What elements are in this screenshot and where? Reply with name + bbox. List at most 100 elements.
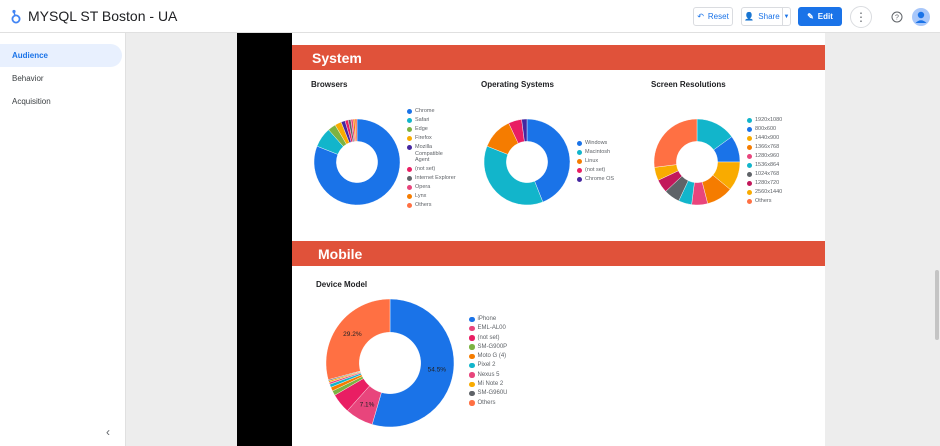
section-header-mobile: Mobile <box>292 241 825 266</box>
collapse-sidebar-chevron-icon[interactable]: ‹ <box>106 425 110 439</box>
operating-systems-legend: Windows Macintosh Linux (not set) Chrome OS <box>577 140 627 185</box>
chart-title: Screen Resolutions <box>651 80 726 89</box>
legend-item[interactable]: Internet Explorer <box>407 175 457 182</box>
legend-item[interactable]: Windows <box>577 140 627 147</box>
legend-item[interactable]: Safari <box>407 117 457 124</box>
legend-item[interactable]: 2560x1440 <box>747 189 797 196</box>
legend-label: 800x600 <box>755 126 777 132</box>
legend-swatch <box>747 117 752 123</box>
legend-swatch <box>747 153 752 159</box>
legend-label: Others <box>755 198 772 204</box>
undo-icon: ↶ <box>697 12 704 21</box>
donut-slice-macintosh[interactable] <box>484 145 544 205</box>
legend-item[interactable]: Chrome OS <box>577 176 627 183</box>
legend-label: (not set) <box>415 166 436 172</box>
legend-label: Macintosh <box>585 149 611 155</box>
screen-resolutions-donut-chart[interactable] <box>654 119 740 205</box>
legend-swatch <box>747 198 752 204</box>
legend-item[interactable]: SM-G900P <box>469 344 539 351</box>
report-page: System Browsers Chrome Safari Edge Firefox M… <box>292 33 825 446</box>
legend-label: 1280x960 <box>755 153 780 159</box>
legend-item[interactable]: iPhone <box>469 316 539 323</box>
legend-swatch <box>407 144 412 150</box>
legend-item[interactable]: 1920x1080 <box>747 117 797 124</box>
data-label: 7.1% <box>360 401 375 408</box>
legend-item[interactable]: Macintosh <box>577 149 627 156</box>
browsers-donut-chart[interactable] <box>314 119 400 205</box>
legend-item[interactable]: 1280x960 <box>747 153 797 160</box>
legend-item[interactable]: Moto G (4) <box>469 353 539 360</box>
legend-label: 1280x720 <box>755 180 780 186</box>
legend-item[interactable]: 1536x864 <box>747 162 797 169</box>
legend-swatch <box>407 202 412 208</box>
legend-item[interactable]: Lynx <box>407 193 457 200</box>
pencil-icon: ✎ <box>807 12 814 21</box>
legend-item[interactable]: (not set) <box>469 335 539 342</box>
legend-swatch <box>469 325 475 332</box>
account-avatar[interactable] <box>910 6 932 28</box>
share-label: Share <box>758 12 780 21</box>
legend-item[interactable]: Mozilla Compatible Agent <box>407 144 457 164</box>
legend-item[interactable]: Others <box>407 202 457 209</box>
legend-item[interactable]: Others <box>747 198 797 205</box>
sidebar-item-label: Behavior <box>12 74 44 83</box>
help-button[interactable]: ? <box>886 6 908 28</box>
legend-item[interactable]: Pixel 2 <box>469 362 539 369</box>
browsers-legend: Chrome Safari Edge Firefox Mozilla Compatibl… <box>407 108 457 211</box>
legend-label: (not set) <box>585 167 606 173</box>
sidebar-item-behavior[interactable]: Behavior <box>0 67 122 90</box>
donut-slice-chrome[interactable] <box>314 119 400 205</box>
legend-item[interactable]: SM-G960U <box>469 390 539 397</box>
legend-label: EML-AL00 <box>477 325 506 332</box>
legend-item[interactable]: Firefox <box>407 135 457 142</box>
reset-button[interactable]: ↶ Reset <box>693 7 733 26</box>
legend-item[interactable]: Mi Note 2 <box>469 381 539 388</box>
legend-item[interactable]: 1440x900 <box>747 135 797 142</box>
sidebar-item-audience[interactable]: Audience <box>0 44 122 67</box>
canvas-scrollbar-thumb[interactable] <box>935 270 939 340</box>
more-options-button[interactable]: ⋮ <box>850 6 872 28</box>
operating-systems-donut-chart[interactable] <box>484 119 570 205</box>
donut-slice-others[interactable] <box>354 119 358 142</box>
legend-label: 1024x768 <box>755 171 780 177</box>
legend-label: Linux <box>585 158 599 164</box>
legend-item[interactable]: (not set) <box>577 167 627 174</box>
legend-swatch <box>747 135 752 141</box>
device-model-donut-chart[interactable]: 54.5% 7.1% 29.2% <box>326 299 454 427</box>
share-dropdown-button[interactable]: ▼ <box>782 7 791 26</box>
legend-item[interactable]: Edge <box>407 126 457 133</box>
donut-slice-windows[interactable] <box>526 119 570 203</box>
legend-item[interactable]: Nexus 5 <box>469 372 539 379</box>
legend-item[interactable]: EML-AL00 <box>469 325 539 332</box>
legend-label: SM-G960U <box>477 390 508 397</box>
share-button[interactable]: 👤 Share <box>741 7 783 26</box>
legend-label: Mozilla Compatible Agent <box>415 144 443 163</box>
legend-item[interactable]: 1366x768 <box>747 144 797 151</box>
legend-swatch <box>577 158 582 164</box>
screen-resolutions-legend: 1920x1080 800x600 1440x900 1366x768 1280x960… <box>747 117 797 207</box>
legend-label: Edge <box>415 126 428 132</box>
donut-slice-others[interactable] <box>654 119 698 168</box>
legend-item[interactable]: Opera <box>407 184 457 191</box>
legend-label: 2560x1440 <box>755 189 783 195</box>
edit-button[interactable]: ✎ Edit <box>798 7 842 26</box>
legend-item[interactable]: Others <box>469 400 539 407</box>
legend-item[interactable]: Linux <box>577 158 627 165</box>
legend-item[interactable]: (not set) <box>407 166 457 173</box>
help-icon: ? <box>891 11 903 23</box>
legend-label: Chrome OS <box>585 176 615 182</box>
sidebar-item-acquisition[interactable]: Acquisition <box>0 90 122 113</box>
legend-item[interactable]: 800x600 <box>747 126 797 133</box>
legend-item[interactable]: 1280x720 <box>747 180 797 187</box>
reset-label: Reset <box>707 12 729 21</box>
legend-item[interactable]: Chrome <box>407 108 457 115</box>
donut-slice-chrome-os[interactable] <box>521 119 528 142</box>
legend-label: Others <box>477 399 496 406</box>
donut-slice-others[interactable] <box>326 299 391 380</box>
section-title: Mobile <box>318 245 363 262</box>
legend-label: Firefox <box>415 135 432 141</box>
legend-item[interactable]: 1024x768 <box>747 171 797 178</box>
report-title[interactable]: MYSQL ST Boston - UA <box>28 8 178 24</box>
avatar-icon <box>912 8 930 26</box>
edit-label: Edit <box>817 12 833 21</box>
